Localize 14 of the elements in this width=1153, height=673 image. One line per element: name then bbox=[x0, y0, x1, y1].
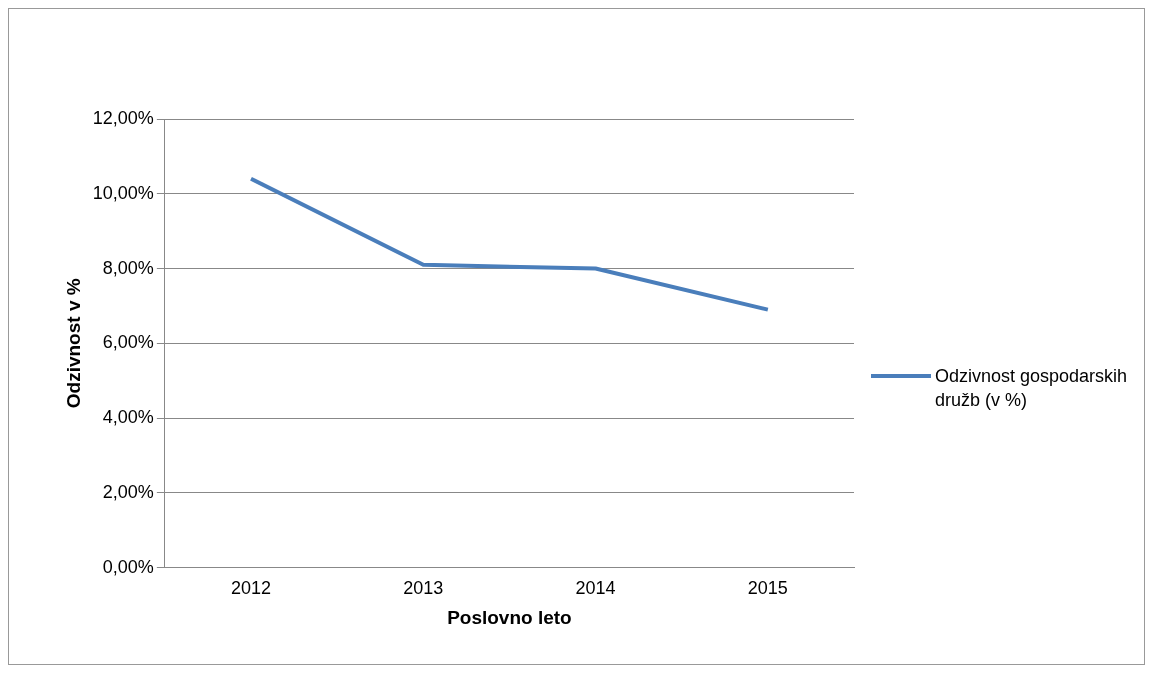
x-tick-label: 2014 bbox=[575, 578, 616, 599]
y-axis-title: Odzivnost v % bbox=[62, 278, 84, 409]
y-tick-label: 4,00% bbox=[102, 407, 154, 428]
x-tick-label: 2015 bbox=[747, 578, 788, 599]
x-tick-label: 2013 bbox=[403, 578, 444, 599]
y-tick-label: 8,00% bbox=[102, 257, 154, 278]
x-tick-label: 2012 bbox=[230, 578, 272, 599]
legend-label: Odzivnost gospodarskih družb (v %) bbox=[935, 365, 1129, 412]
y-tick-label: 0,00% bbox=[102, 556, 154, 577]
y-tick-label: 6,00% bbox=[102, 332, 154, 353]
y-tick-label: 10,00% bbox=[92, 182, 154, 203]
y-tick-label: 2,00% bbox=[102, 481, 154, 502]
y-tick-label: 12,00% bbox=[92, 107, 154, 128]
x-axis-title: Poslovno leto bbox=[447, 606, 572, 628]
